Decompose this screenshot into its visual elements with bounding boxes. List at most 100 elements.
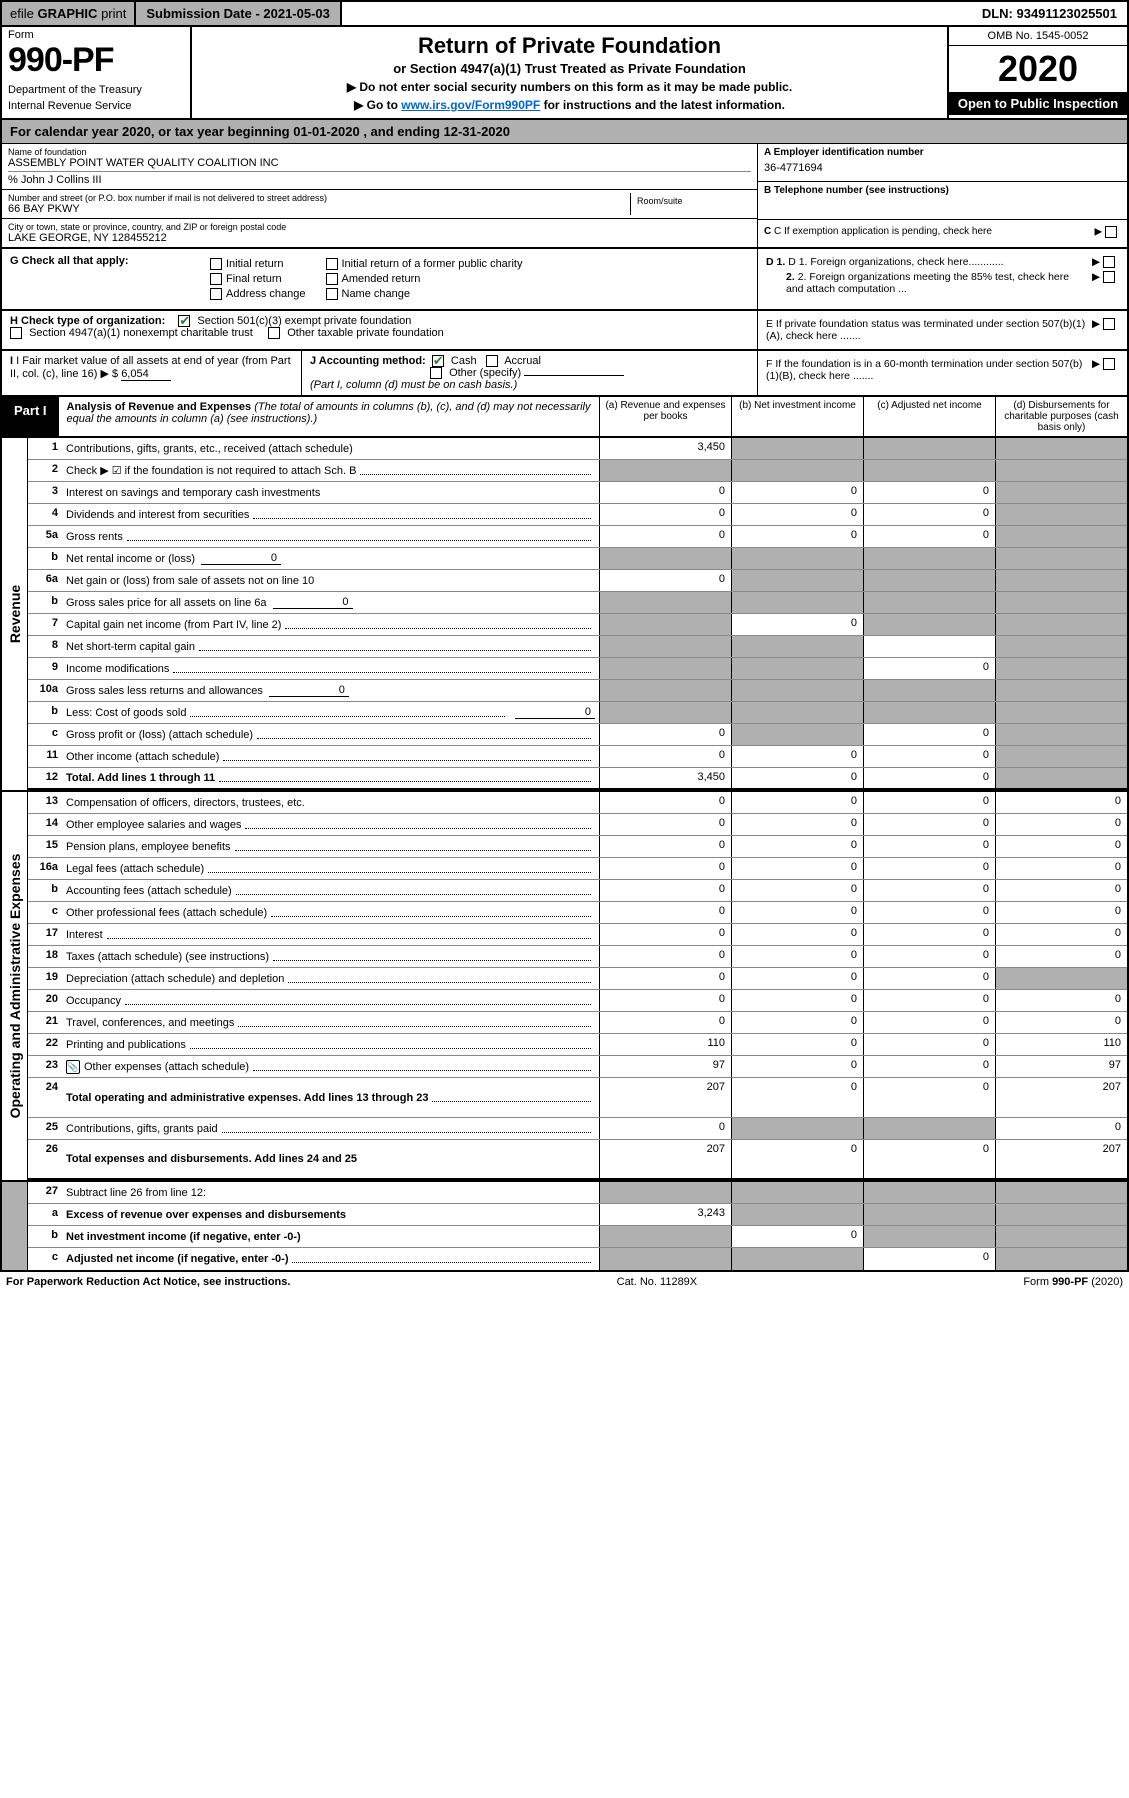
final-return-checkbox[interactable] — [210, 273, 222, 285]
initial-return-checkbox[interactable] — [210, 258, 222, 270]
d2-checkbox[interactable] — [1103, 271, 1115, 283]
amount-cell — [599, 1182, 731, 1203]
amount-cell: 0 — [731, 768, 863, 788]
line-number: c — [28, 902, 62, 923]
i-prefix: ▶ $ — [100, 368, 118, 380]
final-table: 27Subtract line 26 from line 12:aExcess … — [0, 1182, 1129, 1272]
efile-graphic: GRAPHIC — [37, 6, 97, 21]
footer-left: For Paperwork Reduction Act Notice, see … — [6, 1276, 290, 1288]
amount-cell: 0 — [731, 814, 863, 835]
501c3-checkbox[interactable] — [178, 315, 190, 327]
amount-cell: 0 — [731, 482, 863, 503]
amended-checkbox[interactable] — [326, 273, 338, 285]
amount-cell: 0 — [863, 746, 995, 767]
j-accrual: Accrual — [504, 355, 541, 367]
amount-cell: 0 — [863, 1012, 995, 1033]
instructions-link[interactable]: www.irs.gov/Form990PF — [401, 98, 540, 112]
amount-cell — [995, 1182, 1127, 1203]
amount-cell: 0 — [863, 526, 995, 547]
amount-cell: 0 — [863, 504, 995, 525]
address-change-checkbox[interactable] — [210, 288, 222, 300]
amount-cell — [731, 658, 863, 679]
header-right: OMB No. 1545-0052 2020 Open to Public In… — [947, 27, 1127, 118]
table-row: 19Depreciation (attach schedule) and dep… — [28, 968, 1127, 990]
table-row: 9Income modifications0 — [28, 658, 1127, 680]
4947-checkbox[interactable] — [10, 327, 22, 339]
line-desc: Adjusted net income (if negative, enter … — [62, 1248, 599, 1270]
initial-former-checkbox[interactable] — [326, 258, 338, 270]
amount-cell — [863, 1204, 995, 1225]
note2-pre: ▶ Go to — [354, 98, 401, 112]
amount-cell: 0 — [731, 902, 863, 923]
form-title: Return of Private Foundation — [202, 33, 937, 59]
line-number: 12 — [28, 768, 62, 788]
dln: DLN: 93491123025501 — [972, 2, 1127, 25]
line-desc: Depreciation (attach schedule) and deple… — [62, 968, 599, 989]
final-side — [2, 1182, 28, 1270]
name-change-checkbox[interactable] — [326, 288, 338, 300]
g-section: G Check all that apply: Initial return F… — [2, 249, 757, 309]
amount-cell — [731, 570, 863, 591]
tax-year: 2020 — [949, 46, 1127, 92]
line-number: 19 — [28, 968, 62, 989]
amount-cell: 0 — [599, 924, 731, 945]
d-section: D 1. D 1. Foreign organizations, check h… — [757, 249, 1127, 309]
line-desc: Check ▶ ☑ if the foundation is not requi… — [62, 460, 599, 481]
amount-cell: 0 — [863, 968, 995, 989]
care-of: % John J Collins III — [8, 171, 751, 186]
line-number: 10a — [28, 680, 62, 701]
other-taxable-checkbox[interactable] — [268, 327, 280, 339]
expenses-side-label: Operating and Administrative Expenses — [2, 792, 28, 1180]
revenue-label: Revenue — [7, 585, 23, 643]
inline-value: 0 — [515, 706, 595, 719]
amount-cell — [995, 614, 1127, 635]
amount-cell: 207 — [599, 1140, 731, 1178]
other-method-checkbox[interactable] — [430, 367, 442, 379]
line-desc: Interest — [62, 924, 599, 945]
table-row: 15Pension plans, employee benefits0000 — [28, 836, 1127, 858]
line-number: 18 — [28, 946, 62, 967]
amount-cell: 97 — [599, 1056, 731, 1077]
amount-cell — [863, 1226, 995, 1247]
h-label: H Check type of organization: — [10, 315, 165, 327]
inline-value: 0 — [201, 552, 281, 565]
cash-checkbox[interactable] — [432, 355, 444, 367]
expenses-label: Operating and Administrative Expenses — [7, 854, 23, 1119]
room-label: Room/suite — [637, 196, 745, 206]
efile-print: print — [101, 6, 126, 21]
line-desc: Compensation of officers, directors, tru… — [62, 792, 599, 813]
amount-cell: 0 — [599, 946, 731, 967]
accrual-checkbox[interactable] — [486, 355, 498, 367]
line-desc: Gross profit or (loss) (attach schedule) — [62, 724, 599, 745]
line-number: 27 — [28, 1182, 62, 1203]
amount-cell: 0 — [599, 814, 731, 835]
table-row: 12Total. Add lines 1 through 113,45000 — [28, 768, 1127, 790]
amount-cell: 0 — [731, 1078, 863, 1117]
d1-checkbox[interactable] — [1103, 256, 1115, 268]
table-row: bNet rental income or (loss)0 — [28, 548, 1127, 570]
line-number: 25 — [28, 1118, 62, 1139]
line-number: b — [28, 702, 62, 723]
line-desc: Contributions, gifts, grants paid — [62, 1118, 599, 1139]
amount-cell — [863, 1118, 995, 1139]
amount-cell: 0 — [731, 614, 863, 635]
name-cell: Name of foundation ASSEMBLY POINT WATER … — [2, 144, 757, 190]
line-number: 4 — [28, 504, 62, 525]
col-a-header: (a) Revenue and expenses per books — [599, 397, 731, 436]
amount-cell: 97 — [995, 1056, 1127, 1077]
amount-cell: 0 — [599, 482, 731, 503]
city-label: City or town, state or province, country… — [8, 222, 751, 232]
line-number: a — [28, 1204, 62, 1225]
line-number: 23 — [28, 1056, 62, 1077]
f-checkbox[interactable] — [1103, 358, 1115, 370]
amount-cell: 0 — [995, 924, 1127, 945]
e-checkbox[interactable] — [1103, 318, 1115, 330]
attachment-icon[interactable]: 📎 — [66, 1060, 80, 1074]
line-number: 16a — [28, 858, 62, 879]
c-checkbox[interactable] — [1105, 226, 1117, 238]
dept-treasury: Department of the Treasury — [8, 84, 184, 96]
street-address: 66 BAY PKWY — [8, 203, 630, 215]
line-desc: Income modifications — [62, 658, 599, 679]
amount-cell: 0 — [995, 946, 1127, 967]
opt-amended: Amended return — [342, 273, 421, 285]
